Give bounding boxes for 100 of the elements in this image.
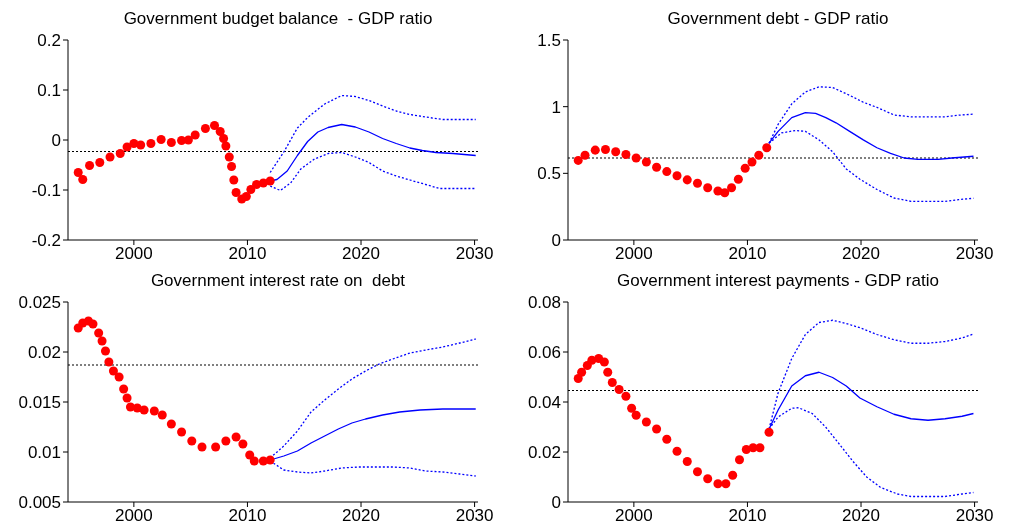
point xyxy=(221,436,231,446)
point xyxy=(157,410,167,420)
point xyxy=(682,456,692,467)
point xyxy=(621,150,631,160)
y-tick-label: 1 xyxy=(551,97,561,117)
point xyxy=(754,150,764,160)
point xyxy=(692,467,702,477)
point xyxy=(114,372,124,382)
point xyxy=(573,373,583,384)
point xyxy=(265,455,275,465)
y-tick-label: 0.2 xyxy=(37,31,61,51)
point xyxy=(85,160,95,171)
point xyxy=(166,137,176,148)
x-tick-label: 2010 xyxy=(228,244,267,264)
point xyxy=(105,152,115,162)
point xyxy=(166,419,176,429)
point xyxy=(227,161,237,172)
x-tick-label: 2020 xyxy=(842,244,880,264)
point xyxy=(238,439,248,449)
point xyxy=(119,384,129,394)
point xyxy=(177,427,187,437)
point xyxy=(590,145,600,155)
point xyxy=(577,367,587,377)
point xyxy=(573,155,583,165)
point xyxy=(215,126,225,137)
x-tick-label: 2000 xyxy=(114,506,153,526)
point xyxy=(94,328,104,338)
point xyxy=(190,130,200,140)
point xyxy=(78,174,88,185)
y-tick-label: -0.1 xyxy=(31,181,61,201)
point xyxy=(229,175,239,185)
point xyxy=(197,442,207,452)
point xyxy=(755,443,765,453)
point xyxy=(662,434,672,444)
point xyxy=(672,446,682,456)
y-tick-label: 0.06 xyxy=(527,343,561,363)
point xyxy=(146,138,156,149)
point xyxy=(249,456,259,466)
line-series xyxy=(269,94,477,174)
point xyxy=(631,410,641,420)
point xyxy=(600,144,610,154)
y-tick-label: 0 xyxy=(551,231,561,251)
point xyxy=(95,157,105,168)
point xyxy=(764,427,774,437)
point xyxy=(703,183,713,193)
point xyxy=(614,384,624,395)
point xyxy=(603,367,613,377)
point xyxy=(641,157,651,167)
point xyxy=(224,152,234,162)
x-tick-label: 2030 xyxy=(455,244,494,264)
x-tick-label: 2010 xyxy=(728,506,767,526)
point xyxy=(652,162,662,172)
x-tick-label: 2010 xyxy=(728,244,767,264)
point xyxy=(721,479,731,489)
y-tick-label: 0 xyxy=(51,131,61,151)
y-tick-label: 0.5 xyxy=(537,164,561,184)
point xyxy=(720,188,730,198)
point xyxy=(219,133,229,144)
x-tick-label: 2000 xyxy=(614,506,653,526)
point xyxy=(245,450,255,460)
point xyxy=(713,479,723,489)
x-tick-label: 2030 xyxy=(955,244,994,264)
point xyxy=(607,377,617,388)
point xyxy=(733,174,743,184)
x-tick-label: 2020 xyxy=(342,244,380,264)
chart-title: Government debt - GDP ratio xyxy=(667,9,889,28)
point xyxy=(672,171,682,181)
point xyxy=(115,148,125,159)
y-tick-label: 0.005 xyxy=(18,493,61,513)
point xyxy=(88,319,98,329)
point xyxy=(621,391,631,401)
x-tick-label: 2020 xyxy=(842,506,880,526)
point xyxy=(627,403,637,413)
x-tick-label: 2000 xyxy=(114,244,153,264)
y-tick-label: -0.2 xyxy=(31,231,61,251)
y-tick-label: 0.015 xyxy=(18,393,61,413)
point xyxy=(211,442,221,452)
y-tick-label: 0.01 xyxy=(27,443,61,463)
y-tick-label: 0.02 xyxy=(27,343,61,363)
point xyxy=(231,187,241,198)
chart-title: Government interest payments - GDP ratio xyxy=(617,271,939,290)
point xyxy=(582,360,592,371)
point xyxy=(73,167,83,178)
y-tick-label: 0.02 xyxy=(527,443,561,463)
point xyxy=(108,366,118,376)
point xyxy=(183,135,193,145)
point xyxy=(652,424,662,434)
x-tick-label: 2020 xyxy=(342,506,380,526)
point xyxy=(662,167,672,177)
x-tick-label: 2030 xyxy=(955,506,994,526)
point xyxy=(747,157,757,167)
point xyxy=(611,147,621,157)
y-tick-label: 0.025 xyxy=(18,293,61,313)
y-tick-label: 0.04 xyxy=(527,393,561,413)
chart-title: Government interest rate on debt xyxy=(150,271,406,290)
point xyxy=(100,346,110,356)
point xyxy=(727,183,737,193)
point xyxy=(122,393,132,403)
point xyxy=(139,405,149,415)
x-tick-label: 2030 xyxy=(455,506,494,526)
